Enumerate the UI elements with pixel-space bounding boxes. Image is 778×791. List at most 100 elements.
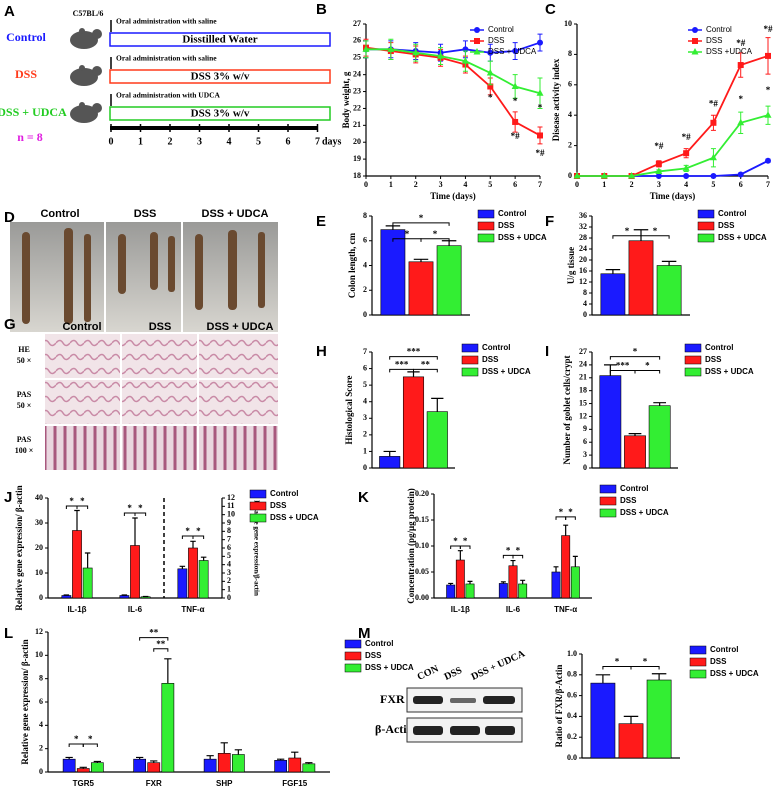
- legend-label: Control: [620, 484, 648, 493]
- panel-label: K: [358, 489, 369, 506]
- error-bar: [65, 756, 73, 760]
- y-axis-label: Histological Score: [344, 375, 354, 444]
- significance-bracket: [450, 545, 461, 549]
- marker: [600, 172, 608, 179]
- marker: [765, 157, 771, 164]
- significance-label: *: [645, 361, 650, 371]
- bar: [561, 535, 571, 599]
- significance-bracket: [512, 554, 524, 559]
- marker: [512, 118, 519, 125]
- error-bar: [563, 524, 569, 536]
- marker: [573, 172, 581, 179]
- error-bar: [234, 749, 242, 755]
- bar: [628, 240, 654, 316]
- annotation: *#: [764, 24, 774, 34]
- error-bar: [653, 402, 667, 406]
- significance-label: *: [633, 347, 638, 357]
- legend-swatch: [697, 221, 715, 231]
- y-tick-label: 0: [39, 767, 43, 776]
- legend-label: DSS + UDCA: [270, 513, 319, 522]
- significance-label: *: [653, 226, 658, 236]
- y-tick-label: 40: [35, 493, 43, 502]
- x-tick-label: 5: [488, 180, 492, 189]
- significance-bracket: [68, 743, 84, 747]
- significance-label: *: [69, 496, 74, 506]
- marker: [512, 48, 519, 55]
- drinking: Disstilled Water: [182, 34, 257, 46]
- y-tick-label: 3: [583, 450, 587, 459]
- error-bar: [63, 594, 70, 596]
- annotation: *#: [709, 99, 719, 109]
- x-tick-label: TNF-α: [554, 605, 577, 614]
- y2-tick-label: 1: [227, 584, 231, 593]
- annotation: *: [538, 103, 543, 113]
- colons: [22, 228, 265, 324]
- legend-label: Control: [705, 343, 733, 352]
- bar: [133, 758, 147, 773]
- y2-tick-label: 8: [227, 526, 231, 535]
- y-tick-label: 16: [579, 266, 587, 275]
- marker: [692, 27, 698, 33]
- significance-bracket: [420, 238, 450, 242]
- blot-bands: [413, 696, 515, 735]
- y-tick-label: 5: [363, 380, 367, 389]
- y-axis-label: Relative gene expression/ β-actin: [14, 485, 24, 610]
- y2-tick-label: 7: [227, 534, 231, 543]
- error-bar: [520, 579, 526, 584]
- bar: [62, 758, 76, 773]
- bar: [402, 376, 425, 469]
- y2-tick-label: 2: [227, 576, 231, 585]
- y-tick-label: 4: [363, 260, 367, 269]
- significance-bracket: [502, 554, 514, 559]
- series-line: [365, 46, 541, 137]
- timeline-label: 1: [138, 136, 143, 147]
- marker: [473, 48, 481, 55]
- legend-swatch: [461, 343, 479, 353]
- y-tick-label: 20: [579, 255, 587, 264]
- row-label: PAS: [17, 390, 32, 399]
- significance-bracket: [76, 505, 89, 509]
- legend-label: DSS +UDCA: [706, 47, 753, 56]
- error-bar: [164, 658, 172, 684]
- y-tick-label: 0.6: [567, 690, 577, 699]
- legend-swatch: [697, 233, 715, 243]
- row-label: PAS: [17, 435, 32, 444]
- bar: [217, 753, 231, 773]
- legend-swatch: [461, 355, 479, 365]
- y-tick-label: 30: [35, 518, 43, 527]
- y-axis-label: Colon length, cm: [347, 232, 357, 298]
- marker: [691, 48, 699, 55]
- annotation: *: [766, 85, 771, 95]
- bar: [198, 560, 209, 599]
- legend-label: DSS: [270, 501, 287, 510]
- marker: [537, 39, 543, 46]
- bar: [498, 583, 508, 599]
- significance-label: *: [453, 536, 458, 546]
- x-tick-label: 4: [463, 180, 467, 189]
- sample-size: n = 8: [17, 130, 43, 144]
- photo: [10, 222, 278, 332]
- bar: [188, 547, 198, 599]
- y-tick-label: 24: [579, 244, 587, 253]
- panel-label: G: [4, 316, 16, 333]
- error-bar: [84, 552, 91, 568]
- marker: [710, 173, 717, 179]
- y-tick-label: 0: [363, 463, 367, 472]
- legend-swatch: [684, 355, 702, 365]
- x-tick-label: TNF-α: [181, 605, 204, 614]
- legend-label: Control: [710, 645, 738, 654]
- panel-label: L: [4, 625, 13, 642]
- timeline-label: 7: [315, 136, 320, 147]
- significance-bracket: [602, 665, 632, 670]
- error-bar: [179, 565, 186, 569]
- y-tick-label: 19: [353, 154, 361, 163]
- x-tick-label: IL-1β: [67, 605, 86, 614]
- marker: [461, 57, 469, 64]
- bar: [455, 559, 465, 599]
- y-tick-label: 20: [353, 137, 361, 146]
- row-label: 50 ×: [17, 401, 32, 410]
- y-axis-label: Relative gene expression/ β-actin: [20, 639, 30, 764]
- x-tick-label: SHP: [216, 779, 233, 788]
- y2-tick-label: 4: [227, 559, 231, 568]
- error-bar: [132, 517, 138, 546]
